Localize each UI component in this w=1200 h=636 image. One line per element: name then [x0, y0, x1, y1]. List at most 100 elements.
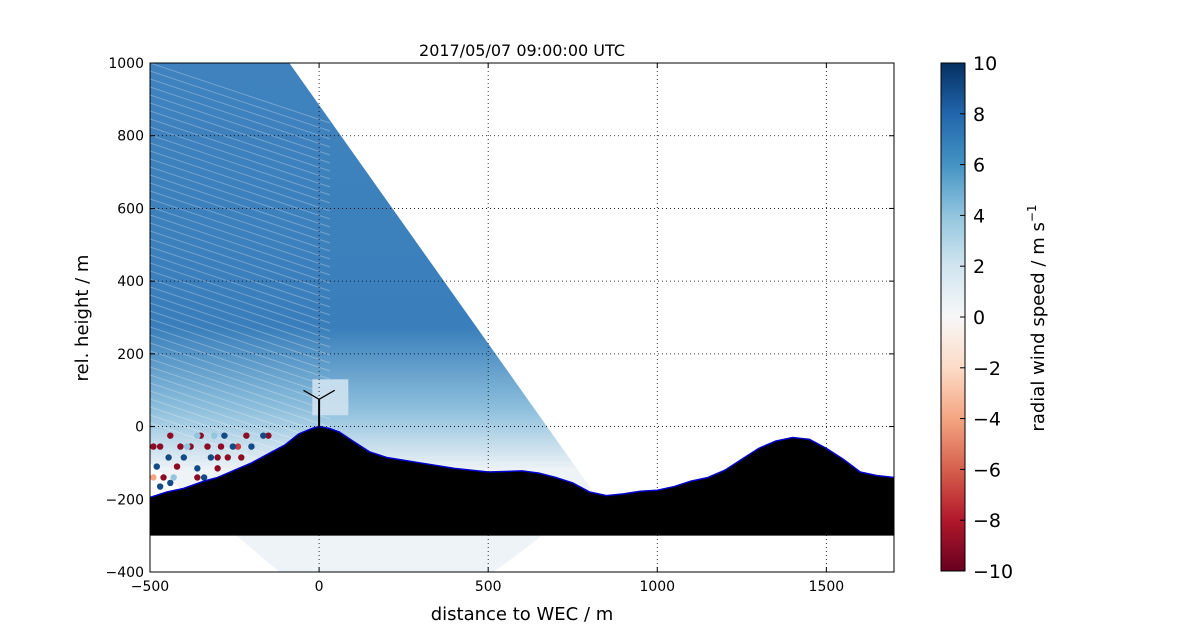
- y-tick-label: 600: [117, 201, 144, 217]
- colorbar-tick-label: −6: [973, 459, 1001, 481]
- scatter-point: [243, 432, 250, 439]
- scatter-point: [234, 443, 242, 450]
- chart-title: 2017/05/07 09:00:00 UTC: [419, 41, 625, 60]
- scan-streak: [150, 366, 331, 428]
- colorbar: 10 8 6 4 2 0 −2 −4 −6 −8 −10 radial wind speed / m…: [940, 53, 1049, 583]
- scan-streak: [150, 302, 331, 364]
- scatter-point: [167, 432, 174, 439]
- scan-streak: [150, 102, 331, 164]
- scan-streak: [150, 126, 331, 188]
- plot-frame: [149, 62, 895, 573]
- colorbar-tick-label: 10: [973, 53, 997, 75]
- colorbar-label-exponent: −1: [1025, 204, 1039, 222]
- x-tick-label: 500: [475, 579, 502, 595]
- scan-streak: [150, 350, 331, 412]
- turbine-blade: [303, 389, 320, 400]
- y-tick-label: 200: [117, 347, 144, 363]
- scan-streak: [150, 174, 331, 236]
- scan-streak: [150, 278, 331, 340]
- scan-streak: [150, 86, 331, 148]
- scatter-point: [153, 463, 160, 470]
- y-tick-label: −400: [106, 565, 144, 581]
- scan-streak: [150, 254, 331, 316]
- scan-streak: [150, 158, 331, 220]
- y-axis-label: rel. height / m: [72, 255, 93, 382]
- scan-streak: [150, 358, 331, 420]
- scan-streak: [150, 318, 331, 380]
- scan-streak: [150, 134, 331, 196]
- y-tick-label: −200: [106, 492, 144, 508]
- scatter-point: [177, 443, 184, 450]
- y-tick-label: 1000: [108, 56, 144, 72]
- scan-streak: [150, 286, 331, 348]
- scan-streak: [150, 214, 331, 276]
- scan-sector: [150, 63, 592, 572]
- grid-lines: [150, 63, 894, 572]
- scan-streak: [150, 342, 331, 404]
- scatter-point: [180, 454, 188, 461]
- scatter-point: [156, 483, 164, 490]
- wake-patch: [312, 379, 349, 416]
- scatter-point: [221, 432, 228, 439]
- turbine-blade: [318, 389, 335, 400]
- colorbar-tick-label: −8: [973, 510, 1001, 532]
- scatter-point: [229, 443, 237, 450]
- terrain: [150, 425, 894, 536]
- scatter-point: [167, 479, 174, 487]
- scan-streak: [150, 78, 331, 140]
- scan-streak: [150, 326, 331, 388]
- x-tick-label: −500: [131, 579, 169, 595]
- colorbar-label-text: radial wind speed / m s: [1028, 222, 1049, 431]
- colorbar-ticks: 10 8 6 4 2 0 −2 −4 −6 −8 −10: [960, 53, 1013, 583]
- scan-streak: [150, 262, 331, 324]
- y-tick-label: 800: [117, 129, 144, 145]
- scan-streak: [150, 190, 331, 252]
- scan-streak: [150, 94, 331, 156]
- scatter-point: [224, 454, 231, 461]
- scatter-point: [156, 443, 164, 450]
- y-tick-label: 0: [135, 420, 144, 436]
- scatter-point: [150, 443, 157, 450]
- x-tick-label: 1000: [639, 579, 675, 595]
- scan-streak: [150, 238, 331, 300]
- scatter-point: [214, 454, 221, 461]
- scan-streak: [150, 198, 331, 260]
- scan-sector-area: [150, 63, 592, 572]
- scan-streak: [150, 310, 331, 372]
- colorbar-tick-label: 2: [973, 256, 985, 278]
- scan-streak: [150, 270, 331, 332]
- noise-scatter-points: [150, 432, 272, 490]
- scan-streak: [150, 230, 331, 292]
- scatter-point: [238, 454, 245, 461]
- scan-streak: [150, 150, 331, 212]
- scatter-point: [184, 443, 191, 450]
- scatter-point: [173, 463, 181, 470]
- scan-streak: [150, 182, 331, 244]
- scan-streak: [150, 142, 331, 204]
- scan-streak: [150, 374, 331, 436]
- x-tick-label: 1500: [809, 579, 845, 595]
- y-axis: −400 −200 0 200 400 600 800 1000: [106, 56, 894, 581]
- scan-streak: [150, 294, 331, 356]
- x-axis-label: distance to WEC / m: [431, 604, 614, 625]
- scatter-point: [194, 465, 201, 472]
- scan-streak: [150, 118, 331, 180]
- colorbar-tick-label: −4: [973, 409, 1001, 431]
- colorbar-tick-label: 0: [973, 307, 985, 329]
- colorbar-tick-label: −10: [973, 561, 1013, 583]
- scatter-point: [200, 474, 208, 481]
- scatter-point: [260, 432, 267, 439]
- scatter-point: [150, 474, 157, 481]
- terrain-fill: [150, 426, 894, 536]
- terrain-outline: [150, 425, 894, 499]
- x-axis: −500 0 500 1000 1500: [131, 63, 844, 595]
- wind-turbine-icon: [303, 389, 335, 427]
- scan-streak: [150, 63, 331, 124]
- scatter-point: [217, 443, 225, 450]
- scan-streak: [150, 334, 331, 396]
- scan-streak: [150, 166, 331, 228]
- scatter-point: [194, 432, 201, 439]
- y-tick-label: 400: [117, 274, 144, 290]
- colorbar-tick-label: −2: [973, 358, 1001, 380]
